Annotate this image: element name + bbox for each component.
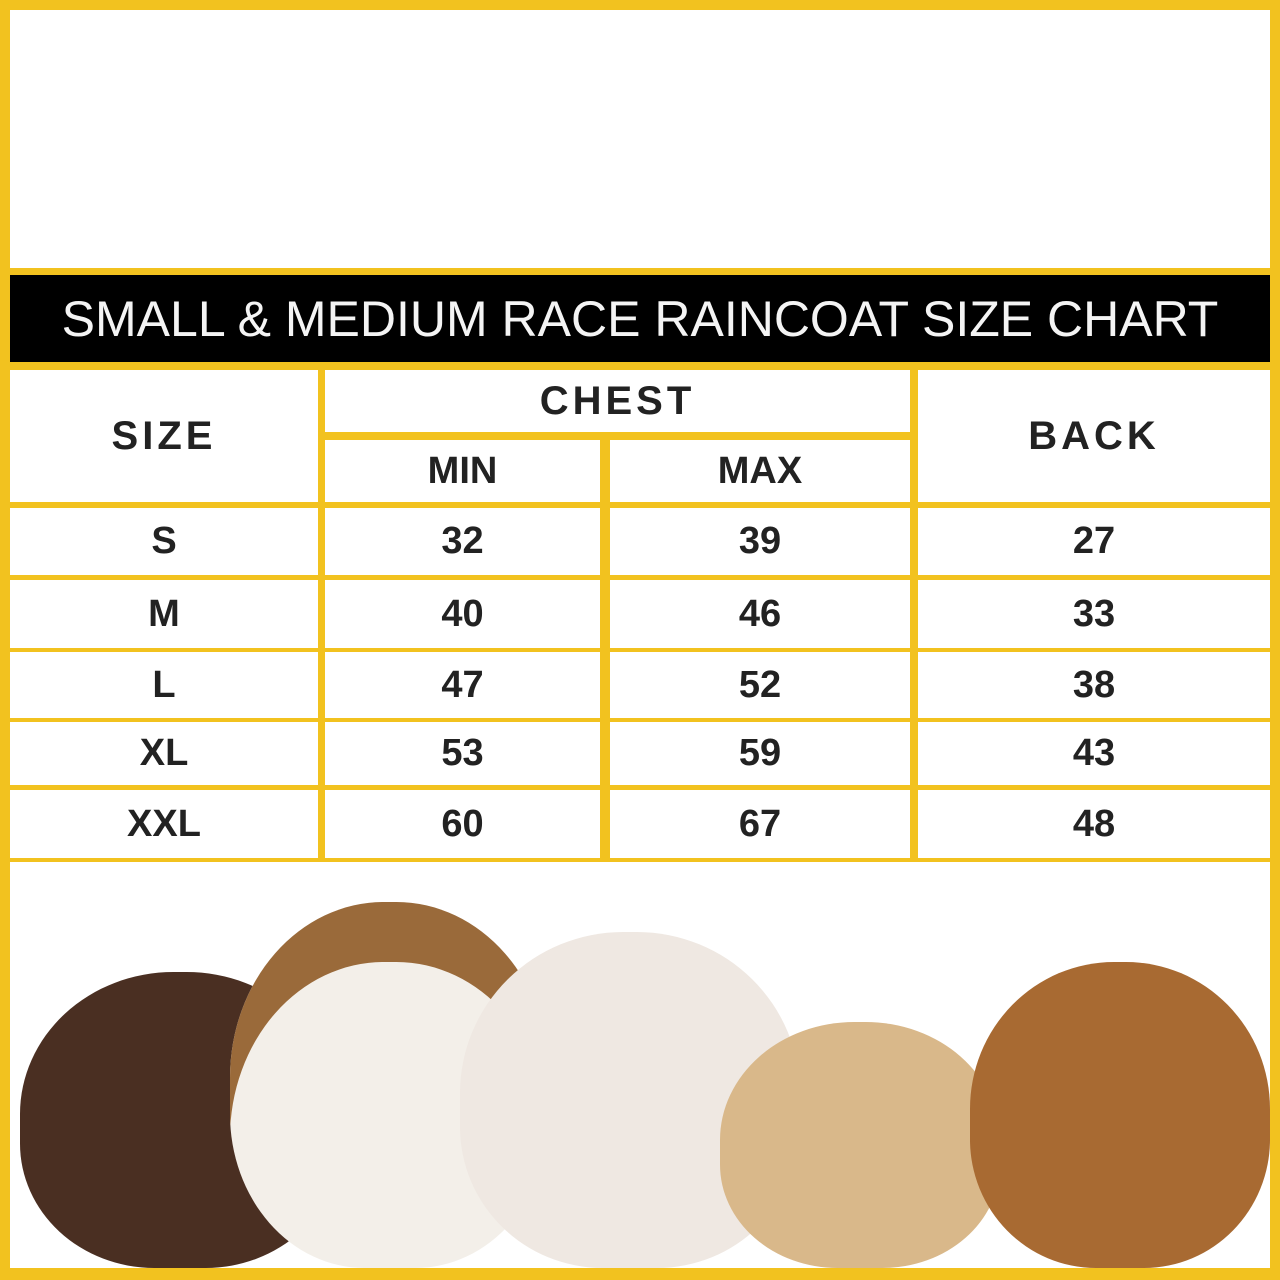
header-chest-min: MIN bbox=[325, 440, 600, 502]
pug-puppy bbox=[720, 1022, 1000, 1268]
header-back: BACK bbox=[918, 370, 1270, 502]
logo-area bbox=[10, 10, 1270, 268]
cell-min: 60 bbox=[325, 790, 600, 858]
chart-title: SMALL & MEDIUM RACE RAINCOAT SIZE CHART bbox=[10, 275, 1270, 362]
cell-back: 43 bbox=[918, 722, 1270, 785]
header-chest-max: MAX bbox=[610, 440, 910, 502]
cell-size: L bbox=[10, 652, 318, 718]
cell-back: 33 bbox=[918, 580, 1270, 648]
cell-size: XL bbox=[10, 722, 318, 785]
cell-max: 59 bbox=[610, 722, 910, 785]
cell-max: 52 bbox=[610, 652, 910, 718]
cell-min: 53 bbox=[325, 722, 600, 785]
cell-size: M bbox=[10, 580, 318, 648]
header-size: SIZE bbox=[10, 370, 318, 502]
cell-max: 67 bbox=[610, 790, 910, 858]
cell-size: S bbox=[10, 508, 318, 575]
cell-back: 48 bbox=[918, 790, 1270, 858]
dogs-photo bbox=[10, 862, 1270, 1268]
header-chest: CHEST bbox=[325, 370, 910, 432]
cell-max: 39 bbox=[610, 508, 910, 575]
cell-min: 47 bbox=[325, 652, 600, 718]
beagle-puppy bbox=[970, 962, 1270, 1268]
cell-size: XXL bbox=[10, 790, 318, 858]
cell-max: 46 bbox=[610, 580, 910, 648]
cell-min: 32 bbox=[325, 508, 600, 575]
cell-back: 38 bbox=[918, 652, 1270, 718]
cell-min: 40 bbox=[325, 580, 600, 648]
cell-back: 27 bbox=[918, 508, 1270, 575]
